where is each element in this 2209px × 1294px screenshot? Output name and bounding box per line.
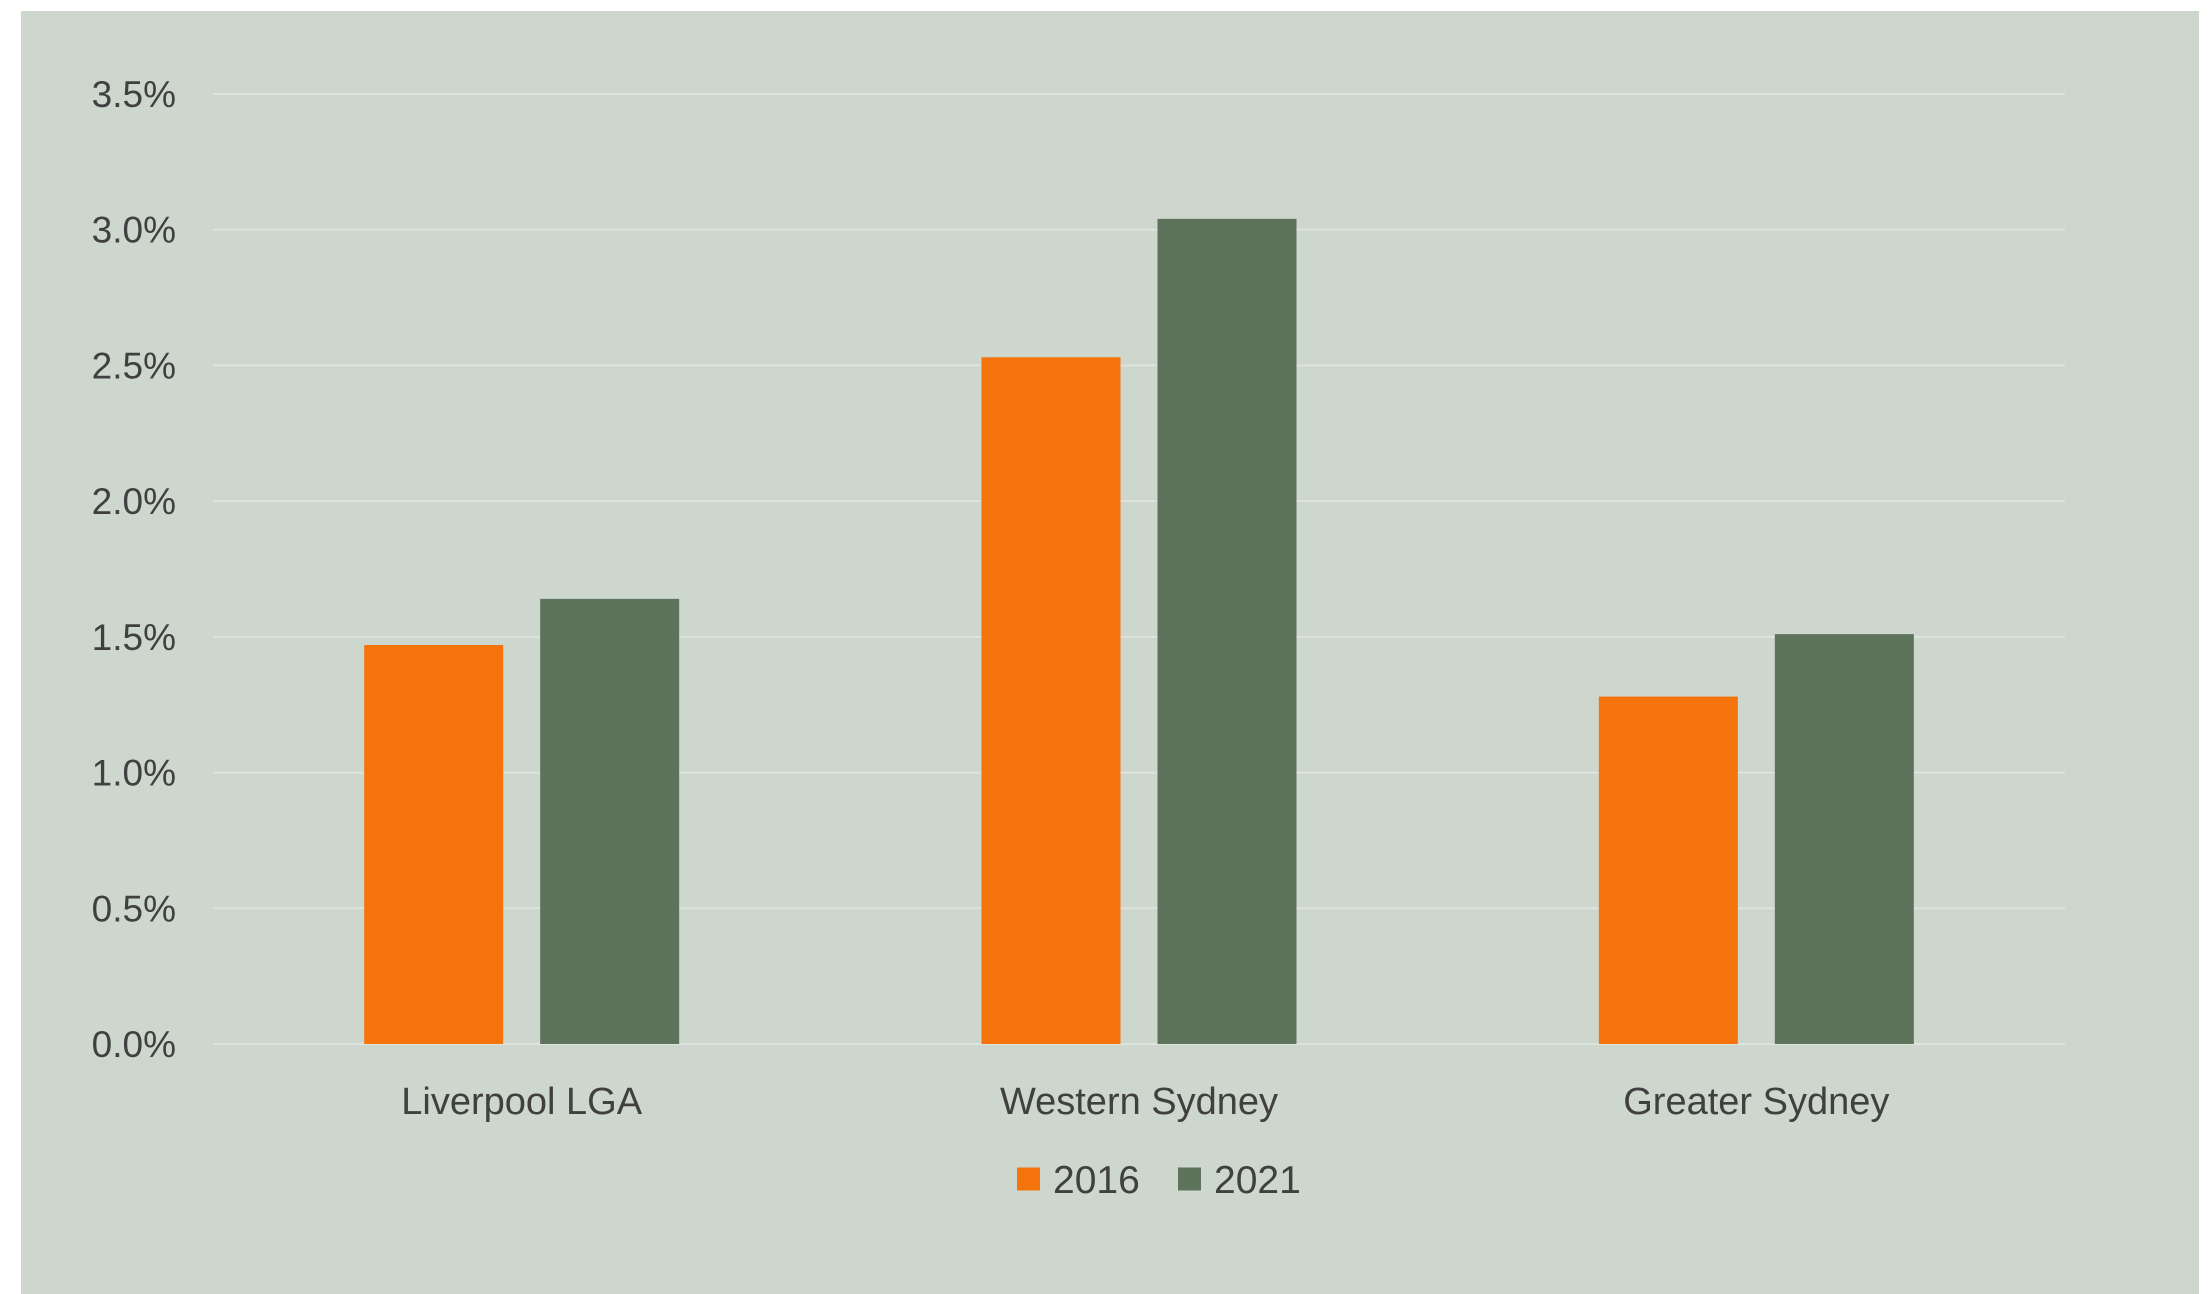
y-tick-label: 1.5% bbox=[92, 617, 176, 658]
y-tick-label: 3.0% bbox=[92, 210, 176, 251]
bar-2016 bbox=[364, 645, 504, 1044]
y-tick-label: 0.5% bbox=[92, 888, 176, 929]
legend: 2016 2021 bbox=[1017, 1159, 1301, 1202]
x-category-label: Western Sydney bbox=[1000, 1081, 1278, 1123]
y-tick-label: 3.5% bbox=[92, 74, 176, 115]
x-category-label: Greater Sydney bbox=[1623, 1081, 1889, 1123]
chart-area: 0.0% 0.5% 1.0% 1.5% 2.0% 2.5% 3.0% 3.5% Liverpo… bbox=[21, 11, 2199, 1294]
y-tick-label: 0.0% bbox=[92, 1024, 176, 1065]
bar-2021 bbox=[1774, 634, 1914, 1044]
legend-swatch bbox=[1017, 1167, 1040, 1191]
x-category-label: Liverpool LGA bbox=[401, 1081, 642, 1123]
legend-label: 2021 bbox=[1214, 1159, 1301, 1202]
legend-label: 2016 bbox=[1053, 1159, 1140, 1202]
bar-2016 bbox=[1598, 696, 1738, 1044]
bars bbox=[364, 218, 1914, 1044]
bar-2021 bbox=[540, 598, 680, 1044]
y-axis-tick-labels: 0.0% 0.5% 1.0% 1.5% 2.0% 2.5% 3.0% 3.5% bbox=[92, 74, 176, 1065]
bar-chart: 0.0% 0.5% 1.0% 1.5% 2.0% 2.5% 3.0% 3.5% Liverpo… bbox=[21, 11, 2199, 1294]
y-tick-label: 2.0% bbox=[92, 481, 176, 522]
y-tick-label: 2.5% bbox=[92, 345, 176, 386]
gridlines bbox=[213, 93, 2065, 1045]
x-axis-category-labels: Liverpool LGA Western Sydney Greater Sydne… bbox=[401, 1081, 1889, 1123]
bar-2021 bbox=[1157, 218, 1297, 1044]
bar-2016 bbox=[981, 357, 1121, 1044]
legend-swatch bbox=[1178, 1167, 1201, 1191]
y-tick-label: 1.0% bbox=[92, 753, 176, 794]
